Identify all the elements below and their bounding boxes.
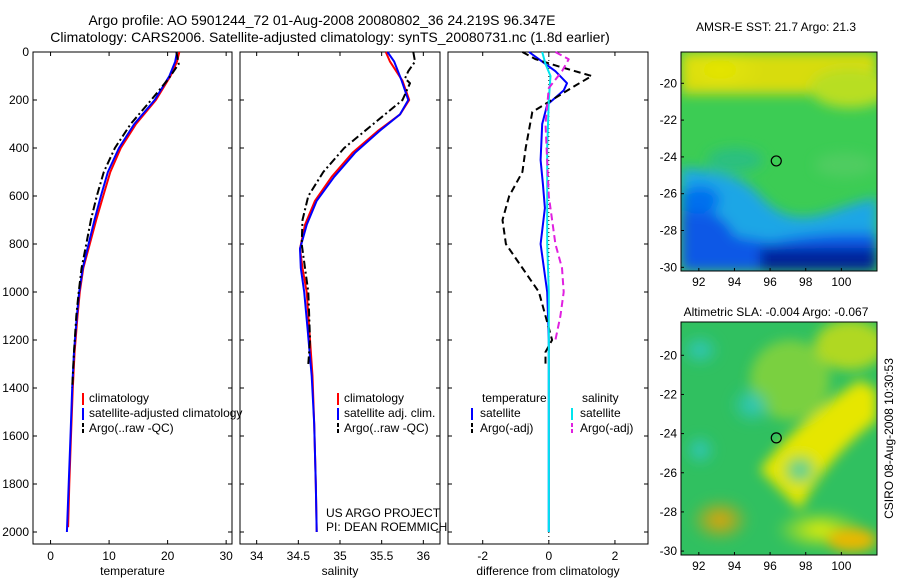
legend-group-heading: salinity [582, 391, 619, 405]
series-line-argo-raw-qc- [300, 51, 416, 365]
y-tick-label: 0 [22, 45, 29, 59]
map-frame-2 [680, 321, 878, 556]
map-x-tick-label: 100 [831, 559, 851, 573]
x-tick-label: 36 [417, 549, 431, 563]
x-tick-label: 2 [612, 549, 619, 563]
x-tick-label: 34 [250, 549, 264, 563]
y-tick-label: 1800 [2, 477, 29, 491]
argo-position-marker [770, 155, 782, 167]
project-annotation: US ARGO PROJECT [326, 506, 441, 520]
series-line-argo-adj--salinity [544, 51, 570, 341]
map-title: Altimetric SLA: -0.004 Argo: -0.067 [684, 305, 869, 319]
x-tick-label: 10 [102, 549, 116, 563]
legend-label: satellite-adjusted climatology [89, 406, 242, 420]
map-y-tick-label: -28 [660, 505, 678, 519]
map-y-tick-label: -26 [660, 187, 678, 201]
map-x-tick-label: 92 [692, 559, 706, 573]
map-x-tick-label: 96 [763, 275, 777, 289]
legend-label: Argo(..raw -QC) [89, 421, 174, 435]
x-tick-label: 20 [161, 549, 175, 563]
series-line-argo-raw-qc- [71, 51, 180, 389]
map-y-tick-label: -26 [660, 466, 678, 480]
y-tick-label: 800 [9, 237, 29, 251]
map-y-tick-label: -20 [660, 76, 678, 90]
x-tick-label: -2 [477, 549, 488, 563]
figure-title-line-1: Argo profile: AO 5901244_72 01-Aug-2008 … [88, 12, 556, 28]
y-tick-label: 1000 [2, 285, 29, 299]
x-axis-label: difference from climatology [476, 564, 619, 578]
x-axis-label: salinity [322, 564, 359, 578]
x-tick-label: 0 [545, 549, 552, 563]
legend-label: Argo(..raw -QC) [344, 421, 429, 435]
panel-frame-3 [447, 51, 649, 545]
project-annotation: PI: DEAN ROEMMICH [326, 520, 447, 534]
map-y-tick-label: -24 [660, 427, 678, 441]
y-tick-label: 1200 [2, 333, 29, 347]
sla-heatmap-image [681, 322, 877, 555]
map-x-tick-label: 92 [692, 275, 706, 289]
map-y-tick-label: -24 [660, 150, 678, 164]
legend-group-heading: temperature [482, 391, 547, 405]
series-line-satellite-adj-clim- [299, 51, 410, 533]
y-tick-label: 400 [9, 141, 29, 155]
map-title: AMSR-E SST: 21.7 Argo: 21.3 [696, 20, 856, 34]
argo-position-marker [770, 432, 782, 444]
y-tick-label: 200 [9, 93, 29, 107]
legend-label: satellite adj. clim. [344, 406, 435, 420]
legend-label: climatology [344, 391, 404, 405]
series-line-climatology [299, 51, 411, 533]
series-line-satellite-salinity [541, 51, 552, 532]
y-tick-label: 2000 [2, 525, 29, 539]
legend-label: satellite [580, 406, 621, 420]
y-tick-label: 1600 [2, 429, 29, 443]
figure-title-line-2: Climatology: CARS2006. Satellite-adjuste… [50, 29, 610, 45]
y-tick-label: 600 [9, 189, 29, 203]
y-tick-label: 1400 [2, 381, 29, 395]
legend-label: satellite [480, 406, 521, 420]
panel-frame-1 [32, 51, 233, 545]
map-x-tick-label: 100 [831, 275, 851, 289]
map-x-tick-label: 98 [799, 559, 813, 573]
map-y-tick-label: -30 [660, 260, 678, 274]
csiro-timestamp-label: CSIRO 08-Aug-2008 10:30:53 [882, 358, 896, 519]
legend-label: Argo(-adj) [580, 421, 633, 435]
map-y-tick-label: -28 [660, 224, 678, 238]
map-x-tick-label: 96 [763, 559, 777, 573]
x-tick-label: 35.5 [370, 549, 394, 563]
series-line-climatology [67, 51, 181, 528]
map-x-tick-label: 94 [728, 275, 742, 289]
sst-heatmap-image [681, 52, 877, 271]
legend-label: Argo(-adj) [480, 421, 533, 435]
map-y-tick-label: -20 [660, 348, 678, 362]
series-line-satellite-adjusted-climatology [65, 51, 178, 533]
map-y-tick-label: -22 [660, 113, 678, 127]
map-frame-1 [680, 51, 878, 272]
x-tick-label: 35 [333, 549, 347, 563]
map-x-tick-label: 98 [799, 275, 813, 289]
panel-frame-2 [239, 51, 441, 545]
x-tick-label: 34.5 [287, 549, 311, 563]
map-y-tick-label: -22 [660, 387, 678, 401]
map-y-tick-label: -30 [660, 544, 678, 558]
map-x-tick-label: 94 [728, 559, 742, 573]
x-tick-label: 0 [47, 549, 54, 563]
x-axis-label: temperature [100, 564, 165, 578]
legend-label: climatology [89, 391, 149, 405]
x-tick-label: 30 [219, 549, 233, 563]
